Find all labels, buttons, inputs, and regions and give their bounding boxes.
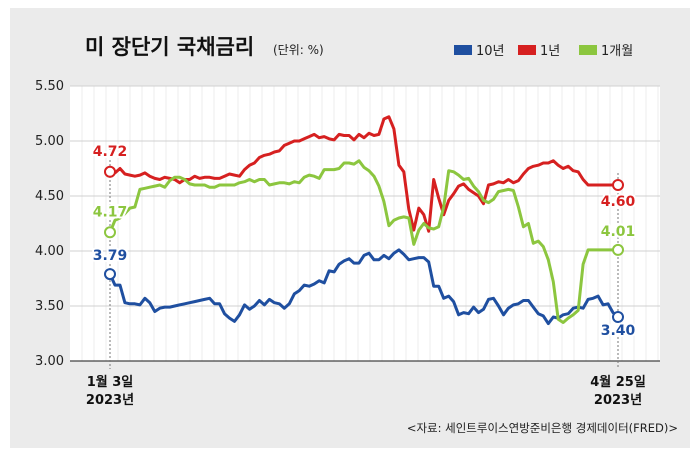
line-10y [108,248,620,326]
start-marker-1y [104,165,116,178]
start-value-label-10y: 3.79 [93,248,128,264]
series-lines [108,115,620,326]
legend-swatch-1y [518,45,536,55]
end-marker-1m [612,243,624,256]
start-marker-10y [104,268,116,281]
x-start-year: 2023년 [86,393,134,408]
y-tick-label: 3.50 [35,299,64,314]
grid [70,85,660,369]
legend-label-10y: 10년 [476,44,505,59]
y-tick-label: 4.00 [35,244,64,259]
legend-label-1y: 1년 [540,44,560,59]
plot-background [70,86,660,361]
line-1y [108,115,620,233]
end-value-label-10y: 3.40 [601,323,636,339]
series-markers: 3.79 3.40 4.72 4.60 4.17 4.01 [91,142,638,341]
end-value-label-1m: 4.01 [601,224,636,240]
legend: 10년 1년 1개월 [454,44,633,59]
y-tick-label: 5.00 [35,134,64,149]
y-tick-label: 3.00 [35,354,64,369]
x-end-day: 4월 25일 [590,374,646,390]
chart-panel: 미 장단기 국채금리 (단위: %) 10년 1년 1개월 5.50 5.00 4.… [10,8,690,448]
unit-label: (단위: %) [273,43,324,57]
y-tick-label: 4.50 [35,189,64,204]
x-end-year: 2023년 [594,393,642,408]
line-1m [108,159,620,324]
legend-label-1m: 1개월 [601,44,633,59]
end-marker-1y [612,179,624,191]
start-value-label-1m: 4.17 [93,204,128,220]
start-marker-1m [104,226,116,239]
legend-swatch-1m [579,45,597,55]
end-value-label-1y: 4.60 [601,194,636,210]
y-axis: 5.50 5.00 4.50 4.00 3.50 3.00 [35,79,64,369]
x-axis: 1월 3일 2023년 4월 25일 2023년 [86,374,646,408]
chart-title: 미 장단기 국채금리 [85,35,254,59]
y-tick-label: 5.50 [35,79,64,94]
legend-swatch-10y [454,45,472,55]
rates-chart: 미 장단기 국채금리 (단위: %) 10년 1년 1개월 5.50 5.00 4.… [35,35,678,435]
source-note: <자료: 세인트루이스연방준비은행 경제데이터(FRED)> [407,421,678,435]
end-marker-10y [612,311,624,323]
x-start-day: 1월 3일 [87,374,134,390]
start-value-label-1y: 4.72 [93,144,128,160]
